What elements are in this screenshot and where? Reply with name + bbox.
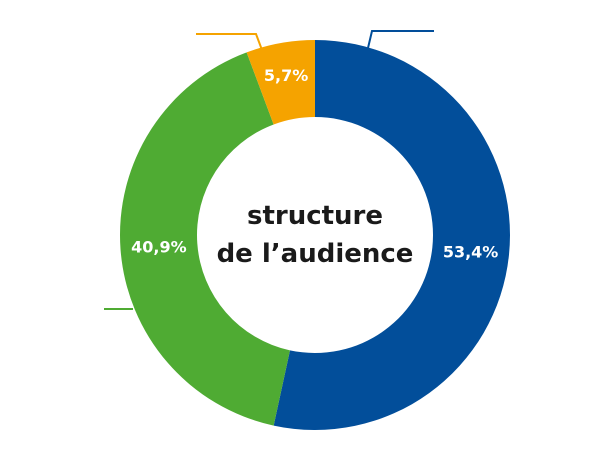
slice-label-2: 40,9% (131, 237, 187, 256)
donut-slice-2 (120, 52, 290, 426)
donut-slice-1 (273, 40, 510, 430)
center-title: structure de l’audience (217, 201, 414, 269)
slice-label-1: 53,4% (443, 243, 499, 262)
donut-slice-3 (246, 40, 315, 125)
slice-labels: 53,4% 40,9% 5,7% (131, 66, 498, 262)
leader-line-1 (367, 30, 434, 49)
center-title-line-2: de l’audience (217, 239, 414, 269)
leader-lines (104, 30, 434, 310)
donut-slices (120, 40, 510, 430)
center-title-line-1: structure (247, 201, 383, 231)
leader-line-2 (196, 33, 263, 51)
slice-label-3: 5,7% (264, 66, 308, 85)
